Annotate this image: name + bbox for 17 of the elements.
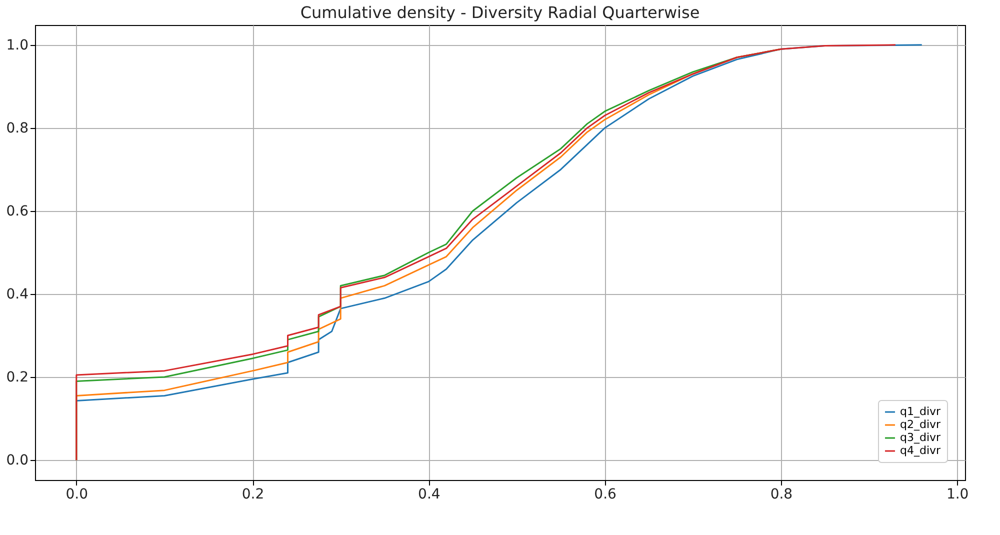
x-tick-label: 0.8 <box>770 486 793 502</box>
y-tick-label: 0.0 <box>6 452 28 469</box>
legend-label: q1_divr <box>900 405 942 418</box>
x-tick-label: 1.0 <box>946 486 969 502</box>
y-tick-label: 0.8 <box>6 120 28 136</box>
chart-title: Cumulative density - Diversity Radial Quarterwise <box>300 3 700 22</box>
x-tick-label: 0.6 <box>594 486 617 502</box>
y-tick-label: 0.2 <box>6 370 28 386</box>
y-tick-label: 0.4 <box>6 286 29 303</box>
legend-label: q2_divr <box>900 418 942 431</box>
legend-label: q4_divr <box>900 444 942 457</box>
x-tick-label: 0.2 <box>242 486 264 502</box>
legend-label: q3_divr <box>900 431 942 444</box>
x-tick-label: 0.0 <box>66 486 88 502</box>
y-tick-label: 1.0 <box>6 37 28 54</box>
y-tick-label: 0.6 <box>6 203 29 220</box>
x-tick-label: 0.4 <box>418 486 440 502</box>
